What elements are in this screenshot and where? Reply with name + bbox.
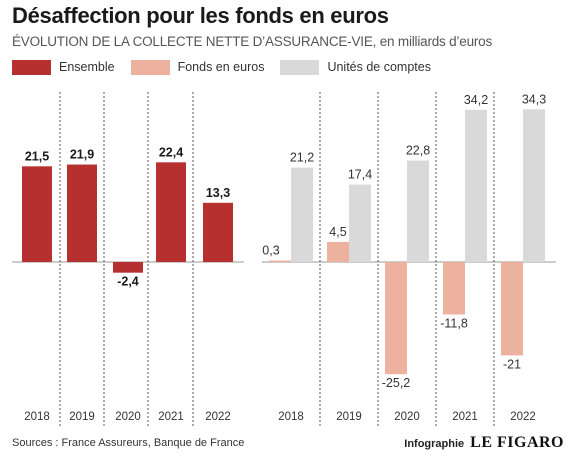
bar-fonds-en-euros-2019	[327, 241, 349, 262]
bar-ensemble-2020	[113, 262, 143, 273]
sources-note: Sources : France Assureurs, Banque de Fr…	[12, 437, 245, 449]
legend-label-unites-de-comptes: Unités de comptes	[327, 60, 431, 74]
value-label-unites-de-comptes-2021: 34,2	[464, 93, 488, 107]
bar-ensemble-2021	[156, 162, 186, 262]
value-label-ensemble-2021: 22,4	[159, 145, 183, 159]
bar-unites-de-comptes-2020	[407, 160, 429, 262]
legend-label-fonds-en-euros: Fonds en euros	[177, 60, 265, 74]
legend-swatch-ensemble	[12, 59, 51, 75]
legend-label-ensemble: Ensemble	[59, 60, 115, 74]
value-label-ensemble-2019: 21,9	[70, 148, 94, 162]
value-label-unites-de-comptes-2020: 22,8	[406, 144, 430, 158]
bar-fonds-en-euros-2020	[385, 262, 407, 375]
year-label-right-2022: 2022	[510, 411, 536, 423]
value-label-unites-de-comptes-2018: 21,2	[290, 151, 314, 165]
legend-item-fonds-en-euros: Fonds en euros	[130, 59, 265, 75]
bar-fonds-en-euros-2018	[269, 260, 291, 262]
year-label-right-2018: 2018	[278, 411, 304, 423]
bar-unites-de-comptes-2022	[523, 109, 545, 263]
bar-unites-de-comptes-2019	[349, 184, 371, 262]
legend-item-ensemble: Ensemble	[12, 59, 115, 75]
value-label-unites-de-comptes-2019: 17,4	[348, 168, 372, 182]
brand-credit: Infographie LE FIGARO	[404, 434, 564, 452]
legend-item-unites-de-comptes: Unités de comptes	[280, 59, 431, 75]
year-label-left-2019: 2019	[69, 411, 95, 423]
chart-title: Désaffection pour les fonds en euros	[12, 3, 389, 28]
year-label-left-2020: 2020	[115, 411, 141, 423]
legend: Ensemble Fonds en euros Unités de compte…	[12, 59, 447, 75]
legend-swatch-fonds-en-euros	[130, 59, 170, 75]
value-label-fonds-en-euros-2018: 0,3	[262, 244, 279, 258]
value-label-ensemble-2020: -2,4	[117, 275, 139, 289]
value-label-unites-de-comptes-2022: 34,3	[522, 92, 546, 106]
value-label-fonds-en-euros-2021: -11,8	[440, 317, 468, 331]
value-label-fonds-en-euros-2020: -25,2	[382, 376, 411, 390]
bar-fonds-en-euros-2022	[501, 262, 523, 356]
bar-fonds-en-euros-2021	[443, 262, 465, 315]
bar-unites-de-comptes-2021	[465, 109, 487, 262]
le-figaro-logo: LE FIGARO	[470, 434, 564, 451]
value-label-ensemble-2022: 13,3	[206, 186, 230, 200]
year-label-right-2020: 2020	[394, 411, 420, 423]
value-label-fonds-en-euros-2019: 4,5	[329, 225, 346, 239]
bar-ensemble-2018	[22, 166, 52, 262]
year-label-right-2021: 2021	[452, 411, 478, 423]
year-label-left-2018: 2018	[24, 411, 50, 423]
chart-subtitle: ÉVOLUTION DE LA COLLECTE NETTE D’ASSURAN…	[12, 34, 493, 49]
bar-unites-de-comptes-2018	[291, 167, 313, 262]
bar-ensemble-2019	[67, 164, 97, 262]
legend-swatch-unites-de-comptes	[280, 59, 320, 75]
year-label-left-2022: 2022	[205, 411, 231, 423]
bar-ensemble-2022	[203, 202, 233, 262]
year-label-left-2021: 2021	[158, 411, 184, 423]
year-label-right-2019: 2019	[336, 411, 362, 423]
value-label-fonds-en-euros-2022: -21	[503, 357, 521, 371]
infographie-label: Infographie	[404, 438, 465, 450]
value-label-ensemble-2018: 21,5	[25, 149, 49, 163]
